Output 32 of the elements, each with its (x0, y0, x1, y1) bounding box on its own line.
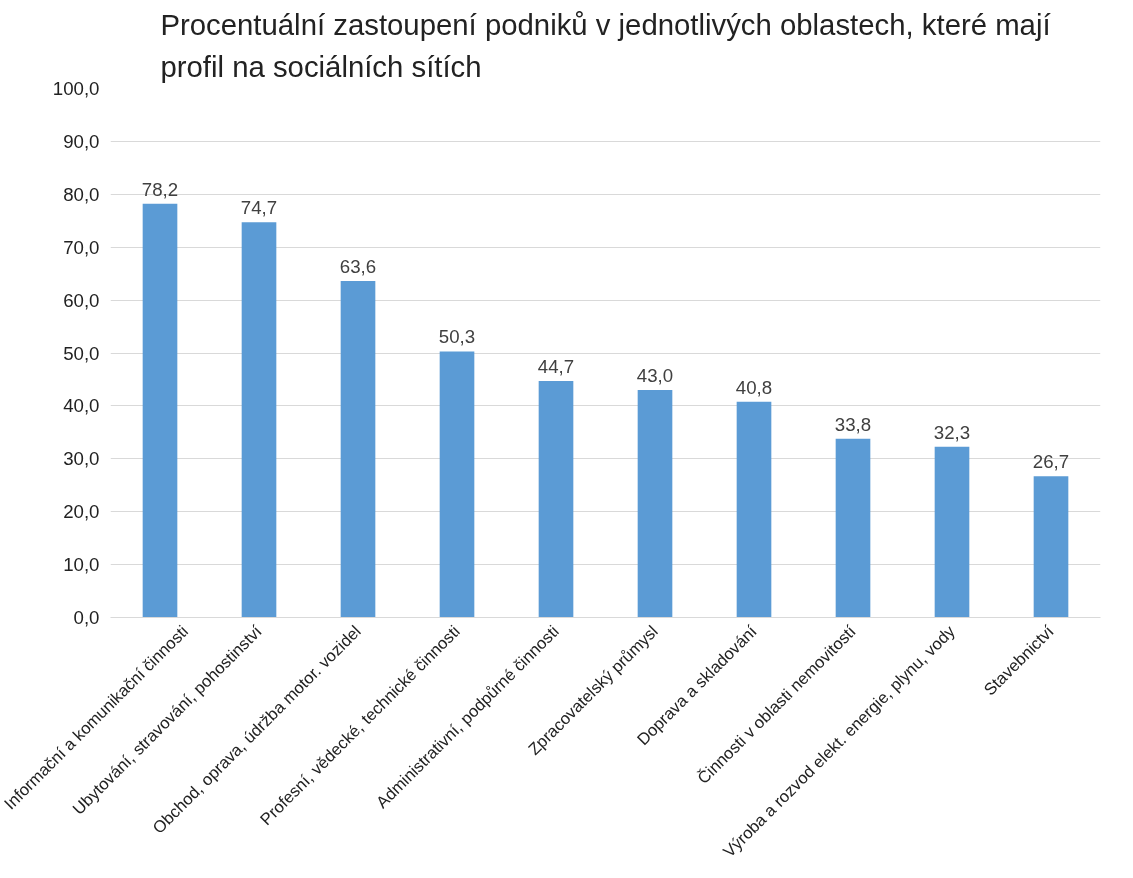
y-tick-label: 100,0 (52, 78, 100, 99)
bar (439, 351, 475, 618)
data-label: 63,6 (339, 256, 377, 278)
y-tick-label: 20,0 (63, 501, 100, 523)
bar (934, 446, 970, 618)
chart-title: Procentuální zastoupení podniků v jednotlivých oblastech, které mají profil na sociálních sítích (160, 7, 1051, 84)
y-tick-label: 90,0 (63, 130, 100, 152)
y-tick-label: 60,0 (63, 289, 100, 311)
bar (241, 222, 277, 618)
bar (637, 390, 673, 618)
y-tick-label: 80,0 (63, 183, 100, 205)
y-tick-label: 70,0 (63, 236, 100, 258)
bar (1033, 476, 1069, 618)
y-tick-label: 40,0 (63, 395, 100, 417)
data-label: 40,8 (735, 376, 773, 398)
data-label: 26,7 (1032, 451, 1070, 473)
y-tick-label: 10,0 (63, 554, 100, 576)
bar (736, 401, 772, 618)
data-label: 32,3 (933, 421, 971, 443)
y-tick-label: 0,0 (73, 607, 100, 628)
y-tick-label: 30,0 (63, 448, 100, 470)
data-label: 50,3 (438, 326, 476, 348)
y-tick-label: 50,0 (63, 342, 100, 364)
bar (142, 203, 178, 618)
data-label: 33,8 (834, 413, 872, 435)
data-label: 74,7 (240, 197, 278, 219)
bar (835, 438, 871, 618)
data-label: 44,7 (537, 356, 575, 378)
data-label: 43,0 (636, 365, 674, 387)
bar (538, 381, 574, 618)
bar (340, 281, 376, 618)
data-label: 78,2 (141, 178, 179, 200)
